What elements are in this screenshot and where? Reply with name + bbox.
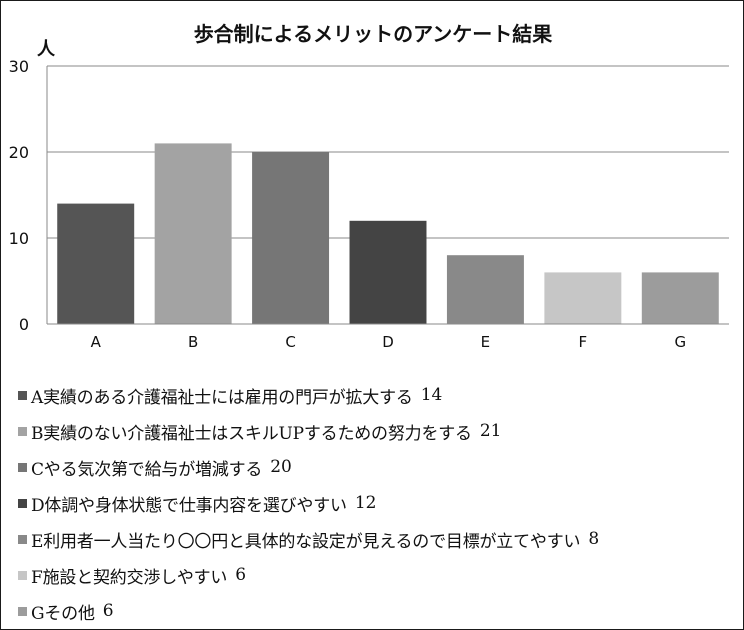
bar-a [57, 203, 135, 324]
bar-c [252, 152, 330, 324]
legend-value: 8 [588, 529, 600, 549]
x-tick-label: C [285, 333, 295, 351]
legend-item: Gその他 6 [18, 593, 599, 629]
legend-label: F施設と契約交渉しやすい [31, 567, 228, 588]
legend-value: 14 [420, 385, 443, 405]
legend-value: 6 [235, 565, 247, 585]
legend-item: F施設と契約交渉しやすい 6 [18, 557, 599, 593]
y-tick-label: 10 [9, 229, 29, 248]
legend-item: Cやる気次第で給与が増減する 20 [18, 449, 599, 485]
legend-swatch [18, 390, 27, 400]
legend-label: B実績のない介護福祉士はスキルUPするための努力をする [31, 423, 472, 444]
axes: 0 10 20 30 人 A B C D E F G [9, 39, 729, 351]
legend-swatch [18, 462, 27, 472]
legend-label: E利用者一人当たり〇〇円と具体的な設定が見えるので目標が立てやすい [31, 531, 581, 552]
chart-title: 歩合制によるメリットのアンケート結果 [193, 22, 553, 46]
x-tick-label: F [579, 333, 588, 351]
legend-item: D体調や身体状態で仕事内容を選びやすい 12 [18, 485, 599, 521]
legend-label: Cやる気次第で給与が増減する [31, 459, 263, 480]
legend-item: B実績のない介護福祉士はスキルUPするための努力をする 21 [18, 413, 599, 449]
x-tick-label: B [188, 333, 198, 351]
x-tick-label: A [91, 333, 102, 351]
bar-chart: 0 10 20 30 人 A B C D E F G [9, 39, 729, 351]
legend-swatch [18, 426, 27, 436]
gridlines [47, 65, 729, 239]
legend-label: Gその他 [31, 603, 95, 624]
legend-value: 12 [354, 493, 377, 513]
legend-label: A実績のある介護福祉士には雇用の門戸が拡大する [31, 387, 413, 408]
legend-value: 6 [102, 601, 114, 621]
y-tick-label: 20 [9, 143, 29, 162]
y-tick-label: 0 [19, 315, 29, 334]
legend-swatch [18, 606, 27, 616]
legend-item: A実績のある介護福祉士には雇用の門戸が拡大する 14 [18, 377, 599, 413]
x-tick-label: E [481, 333, 490, 351]
y-tick-label: 30 [9, 57, 29, 76]
bar-f [544, 272, 622, 324]
legend-swatch [18, 534, 27, 544]
bar-g [641, 272, 719, 324]
legend-item: E利用者一人当たり〇〇円と具体的な設定が見えるので目標が立てやすい 8 [18, 521, 599, 557]
bar-b [154, 143, 232, 324]
x-tick-label: D [382, 333, 394, 351]
legend: A実績のある介護福祉士には雇用の門戸が拡大する 14 B実績のない介護福祉士はスキル… [18, 377, 599, 629]
y-axis-label: 人 [37, 39, 56, 60]
legend-label: D体調や身体状態で仕事内容を選びやすい [31, 495, 347, 516]
bar-d [349, 220, 427, 324]
legend-swatch [18, 498, 27, 508]
legend-value: 21 [479, 421, 502, 441]
legend-value: 20 [270, 457, 292, 477]
legend-swatch [18, 570, 27, 580]
x-tick-label: G [674, 333, 686, 351]
bar-e [446, 255, 524, 324]
bars [57, 143, 719, 324]
